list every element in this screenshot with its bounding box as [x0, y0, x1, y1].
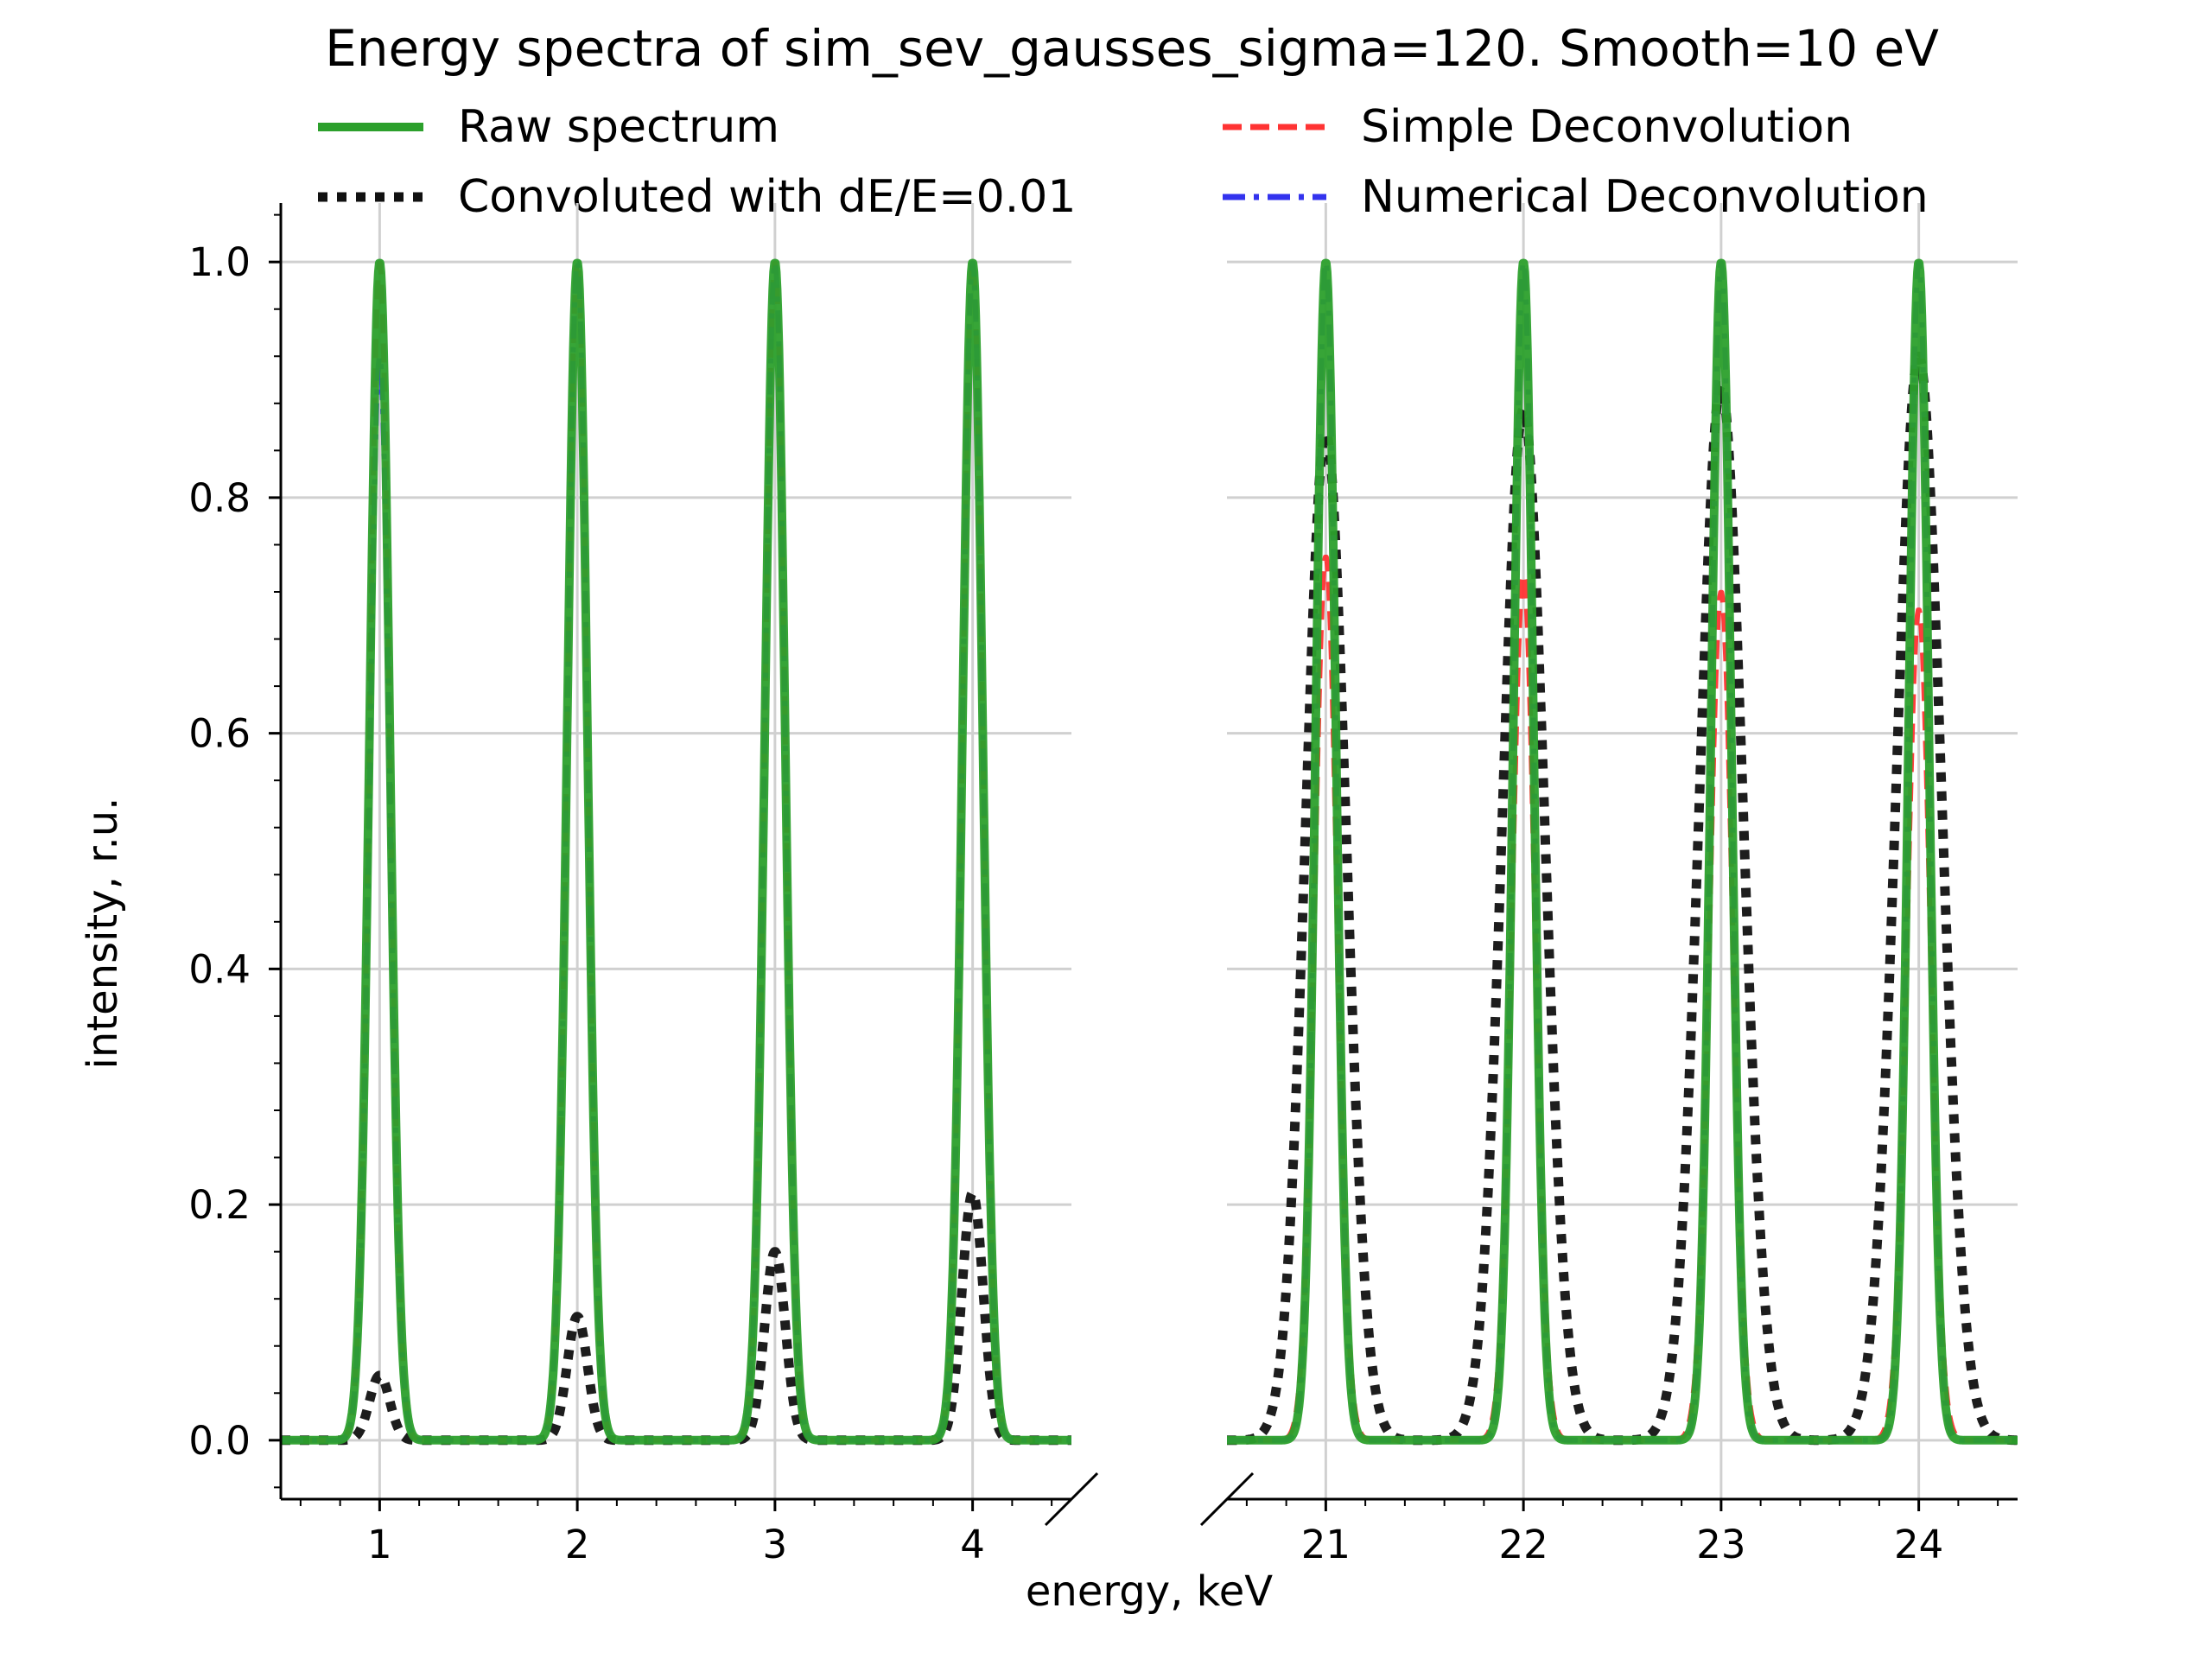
y-tick-label: 0.6: [188, 711, 251, 757]
y-tick-label: 0.2: [188, 1182, 251, 1228]
x-tick-label: 21: [1301, 1522, 1351, 1567]
chart-title: Energy spectra of sim_sev_gausses_sigma=…: [325, 19, 1939, 78]
x-axis-label: energy, keV: [1026, 1567, 1273, 1616]
x-tick-label: 1: [367, 1522, 392, 1567]
axis-break-marker: [1044, 1471, 1099, 1527]
axes: 1 2 3 4 21 22 23 240.00.20.40.60.81.0: [188, 203, 2018, 1567]
plot-panel-right: [1223, 203, 2022, 1499]
x-tick-label: 4: [960, 1522, 985, 1567]
legend-label-raw: Raw spectrum: [458, 101, 779, 153]
series-line-solid-panel-1: [277, 258, 1075, 1445]
legend-label-convoluted: Convoluted with dE/E=0.01: [458, 171, 1076, 223]
y-tick-label: 0.4: [188, 946, 251, 992]
x-tick-label: 3: [763, 1522, 788, 1567]
x-tick-label: 2: [565, 1522, 590, 1567]
x-tick-label: 22: [1498, 1522, 1548, 1567]
axis-break-marker: [1199, 1471, 1255, 1527]
legend-label-numerical: Numerical Deconvolution: [1361, 171, 1929, 223]
x-tick-label: 24: [1894, 1522, 1943, 1567]
y-tick-label: 1.0: [188, 239, 251, 285]
legend: Raw spectrum Convoluted with dE/E=0.01 S…: [318, 101, 1929, 223]
series-line-solid-panel-2: [1224, 258, 2021, 1445]
x-tick-label: 23: [1696, 1522, 1745, 1567]
y-tick-label: 0.0: [188, 1418, 251, 1464]
y-tick-label: 0.8: [188, 475, 251, 521]
y-axis-label: intensity, r.u.: [79, 798, 127, 1070]
plot-panel-left: [276, 203, 1076, 1499]
legend-label-simple: Simple Deconvolution: [1361, 101, 1853, 153]
